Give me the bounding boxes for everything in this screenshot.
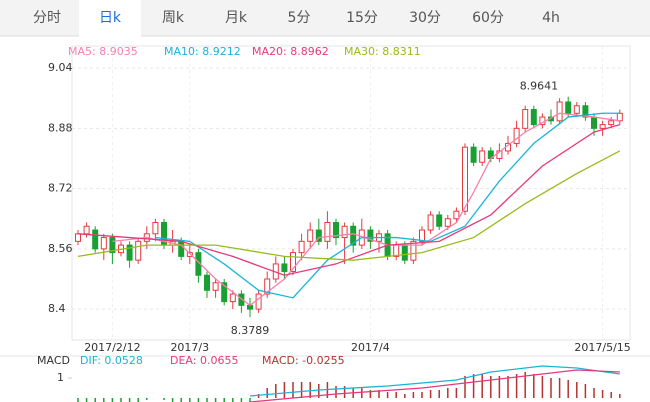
legend-entry: DEA: 0.0655 <box>170 354 238 367</box>
candle-body <box>109 237 116 254</box>
tab[interactable]: 周k <box>162 10 185 26</box>
candle-body <box>221 282 228 303</box>
candle-body <box>556 101 563 122</box>
candle-body <box>401 244 408 261</box>
candle-body <box>522 109 529 129</box>
candle-body <box>513 127 520 144</box>
candle-body <box>470 146 477 163</box>
candle-body <box>436 214 443 227</box>
candle-body <box>92 229 99 250</box>
candle-body <box>135 240 142 261</box>
candle-body <box>496 150 503 159</box>
y-tick-label: 8.56 <box>48 242 73 255</box>
candle-body <box>75 233 81 242</box>
legend-entry: MACD: -0.0255 <box>262 354 345 367</box>
macd-line <box>249 365 620 397</box>
high-annotation: 8.9641 <box>520 80 559 93</box>
candle-body <box>255 293 262 310</box>
tab-selected-bg <box>79 0 141 37</box>
candle-body <box>83 225 90 235</box>
legend-entry: MA30: 8.8311 <box>344 45 421 58</box>
candle-body <box>427 214 434 231</box>
candle-body <box>333 222 339 239</box>
tab[interactable]: 分时 <box>33 10 61 26</box>
candle-body <box>462 146 468 212</box>
y-tick-label: 8.4 <box>48 302 66 315</box>
macd-panel <box>77 365 621 402</box>
candle-body <box>565 101 572 114</box>
candle-body <box>616 112 623 122</box>
tab[interactable]: 日k <box>99 10 122 26</box>
candle-body <box>591 116 597 129</box>
candle-body <box>126 244 133 261</box>
candle-body <box>212 282 219 291</box>
ma-line <box>77 150 621 261</box>
candle-body <box>419 229 425 242</box>
candle-body <box>608 120 615 126</box>
candle-body <box>530 109 537 126</box>
candle-body <box>599 124 606 129</box>
candle-body <box>281 263 288 272</box>
y-tick-label: 9.04 <box>48 61 73 74</box>
legend-entry: MA5: 8.9035 <box>68 45 138 58</box>
legend-entry: MA20: 8.8962 <box>252 45 329 58</box>
candle-body <box>178 240 185 257</box>
plot-frame <box>71 45 631 341</box>
candle-body <box>290 252 296 272</box>
y-tick-label: 8.88 <box>48 121 73 134</box>
candle-body <box>582 105 589 118</box>
candle-body <box>229 293 236 303</box>
tab[interactable]: 4h <box>542 10 560 26</box>
x-tick-label: 2017/3 <box>170 341 209 354</box>
candle-body <box>410 240 417 261</box>
tab[interactable]: 5分 <box>288 10 311 26</box>
tab[interactable]: 月k <box>225 10 248 26</box>
candle-body <box>350 225 357 246</box>
macd-line <box>249 369 620 402</box>
candle-body <box>315 229 322 242</box>
candle-body <box>152 222 159 235</box>
candle-body <box>324 222 331 242</box>
candle-body <box>298 240 305 254</box>
candle-body <box>573 105 580 114</box>
low-annotation: 8.3789 <box>231 324 270 337</box>
x-tick-label: 2017/5/15 <box>574 341 630 354</box>
tab[interactable]: 15分 <box>346 10 378 26</box>
candle-body <box>444 218 451 227</box>
candle-body <box>204 274 210 291</box>
candle-body <box>238 293 245 306</box>
candle-body <box>367 229 374 242</box>
candle-body <box>453 210 460 220</box>
tab[interactable]: 60分 <box>472 10 504 26</box>
candle-body <box>307 229 314 242</box>
candle-body <box>264 278 271 295</box>
x-tick-label: 2017/2/12 <box>84 341 140 354</box>
ma-line <box>112 112 620 307</box>
legend-entry: DIF: 0.0528 <box>80 354 143 367</box>
candle-body <box>479 150 486 163</box>
y-tick-label: 8.72 <box>48 182 73 195</box>
ma-line <box>155 112 620 299</box>
macd-title: MACD <box>37 354 70 367</box>
x-tick-label: 2017/4 <box>351 341 390 354</box>
ma-line <box>77 123 620 276</box>
tab[interactable]: 30分 <box>409 10 441 26</box>
candle-body <box>100 237 107 250</box>
candle-body <box>186 252 193 257</box>
y-tick-label: 1 <box>57 371 64 384</box>
candle-body <box>341 225 348 239</box>
legend-entry: MA10: 8.9212 <box>164 45 241 58</box>
